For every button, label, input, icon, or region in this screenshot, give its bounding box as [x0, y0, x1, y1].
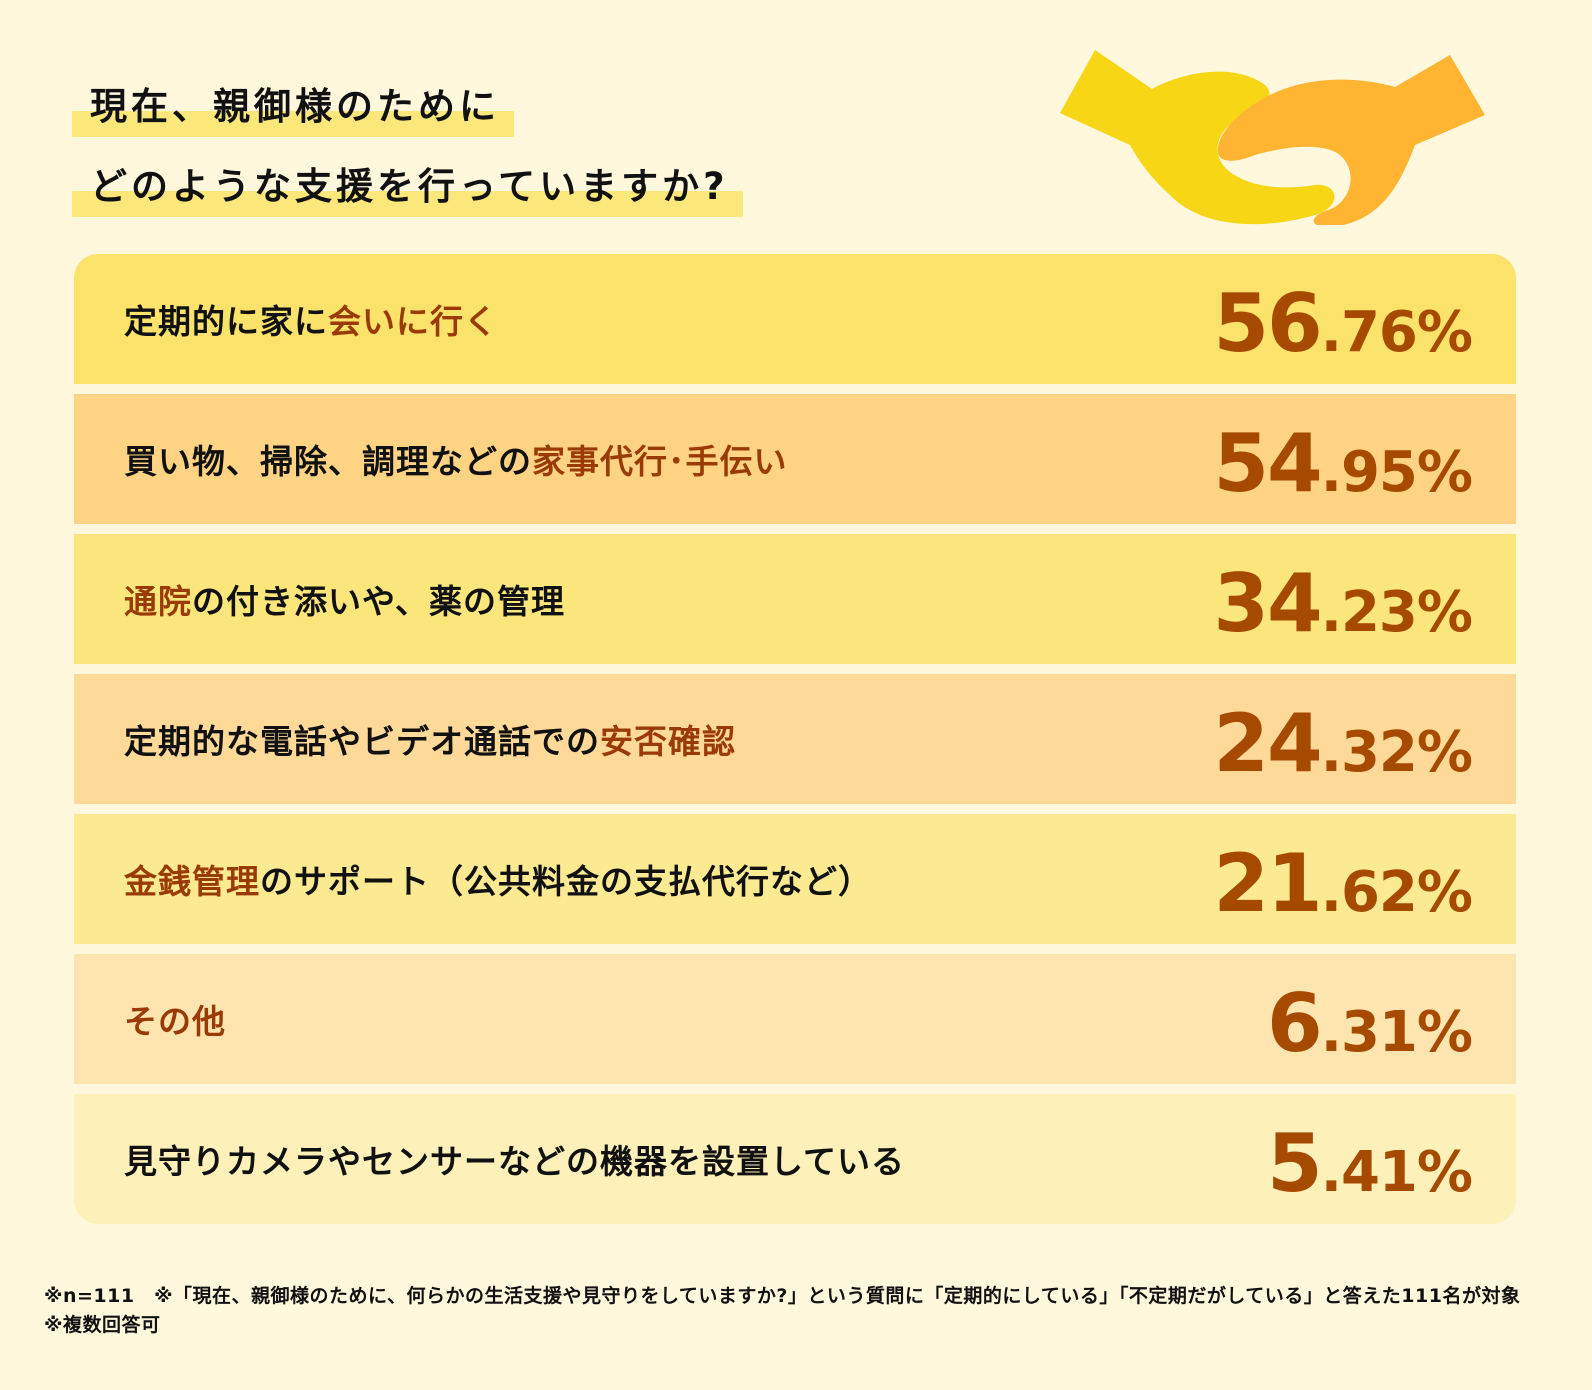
label-emphasis: 会いに行く [328, 302, 498, 341]
row-label: その他 [124, 995, 226, 1043]
handshake-icon [1060, 50, 1485, 225]
left-hand-shape [1060, 50, 1335, 225]
row-label: 定期的に家に会いに行く [124, 302, 498, 341]
footnote: ※n=111 ※「現在、親御様のために、何らかの生活支援や見守りをしていますか?… [44, 1285, 1540, 1336]
row-value: 54.95% [1213, 416, 1473, 510]
label-emphasis: 通院 [124, 582, 192, 621]
results-table: 定期的に家に会いに行く 56.76% 買い物、掃除、調理などの家事代行･手伝い … [74, 254, 1516, 1224]
result-row: 通院の付き添いや、薬の管理 34.23% [74, 534, 1516, 664]
title-highlight [72, 191, 743, 217]
label-emphasis: 金銭管理 [124, 862, 260, 901]
row-value: 6.31% [1267, 976, 1473, 1070]
title-line-1: 現在、親御様のために [72, 85, 514, 137]
label-emphasis: 安否確認 [600, 722, 736, 761]
result-row: 金銭管理のサポート（公共料金の支払代行など） 21.62% [74, 814, 1516, 944]
row-label: 通院の付き添いや、薬の管理 [124, 582, 566, 621]
title-text-2: どのような支援を行っていますか? [90, 165, 729, 208]
row-label: 見守りカメラやセンサーなどの機器を設置している [124, 1142, 906, 1181]
row-label: 買い物、掃除、調理などの家事代行･手伝い [124, 442, 788, 481]
result-row: 定期的に家に会いに行く 56.76% [74, 254, 1516, 384]
label-emphasis: その他 [124, 1002, 226, 1041]
row-value: 34.23% [1213, 556, 1473, 650]
row-value: 56.76% [1213, 276, 1473, 370]
result-row: 見守りカメラやセンサーなどの機器を設置している 5.41% [74, 1094, 1516, 1224]
result-row: 買い物、掃除、調理などの家事代行･手伝い 54.95% [74, 394, 1516, 524]
right-hand-shape [1217, 55, 1485, 225]
row-label: 金銭管理のサポート（公共料金の支払代行など） [124, 862, 872, 901]
row-label: 定期的な電話やビデオ通話での安否確認 [124, 722, 736, 761]
result-row: その他 6.31% [74, 954, 1516, 1084]
title-highlight [72, 111, 514, 137]
result-row: 定期的な電話やビデオ通話での安否確認 24.32% [74, 674, 1516, 804]
label-emphasis: 家事代行･手伝い [532, 442, 788, 481]
title-line-2: どのような支援を行っていますか? [72, 165, 743, 217]
row-value: 24.32% [1213, 696, 1473, 790]
row-value: 5.41% [1267, 1116, 1473, 1210]
title-text-1: 現在、親御様のために [90, 85, 500, 128]
row-value: 21.62% [1213, 836, 1473, 930]
